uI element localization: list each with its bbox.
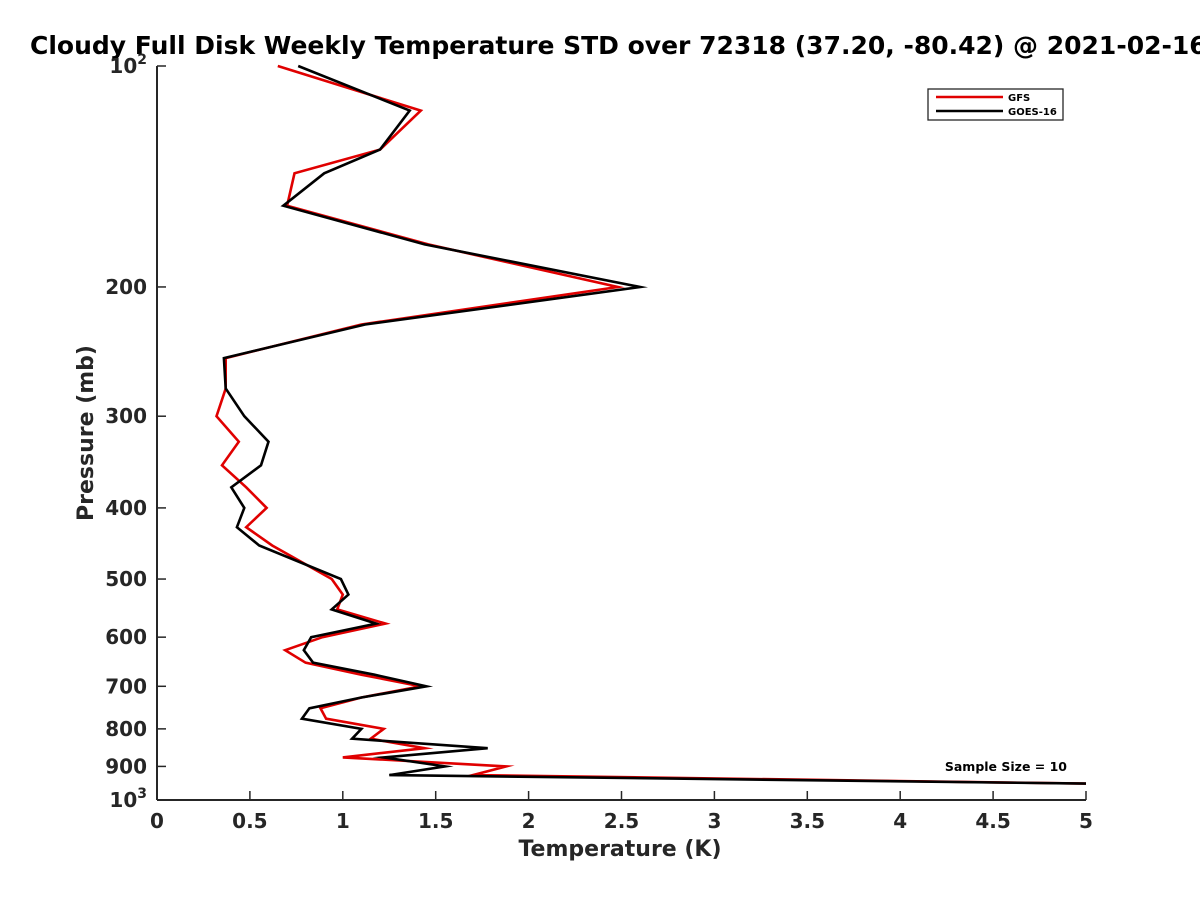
x-axis-label: Temperature (K) bbox=[518, 837, 721, 862]
y-axis-ticks: 102 200 300 400 500 600 700 800 900 103 bbox=[105, 52, 166, 812]
y-tick-label: 103 bbox=[109, 786, 147, 812]
x-tick-label: 3.5 bbox=[790, 809, 825, 833]
plot-area: 0 0.5 1 1.5 2 2.5 3 3.5 4 4.5 5 102 200 300 400 500 600… bbox=[105, 52, 1093, 833]
sample-size-annotation: Sample Size = 10 bbox=[945, 759, 1067, 774]
y-tick-label: 600 bbox=[105, 625, 147, 649]
series-line-goes16 bbox=[222, 64, 1087, 785]
x-tick-label: 0.5 bbox=[232, 809, 267, 833]
legend: GFS GOES-16 bbox=[927, 88, 1064, 121]
y-tick-label: 800 bbox=[105, 717, 147, 741]
chart-title: Cloudy Full Disk Weekly Temperature STD … bbox=[30, 31, 1200, 60]
x-tick-label: 1.5 bbox=[418, 809, 453, 833]
y-tick-label: 500 bbox=[105, 567, 147, 591]
y-tick-label: 200 bbox=[105, 275, 147, 299]
x-tick-label: 1 bbox=[336, 809, 350, 833]
legend-label-gfs: GFS bbox=[1008, 93, 1030, 104]
y-tick-label: 300 bbox=[105, 404, 147, 428]
y-tick-label: 400 bbox=[105, 496, 147, 520]
series-layer bbox=[215, 64, 1087, 785]
plot-background bbox=[157, 66, 1086, 800]
legend-box bbox=[927, 88, 1064, 121]
x-tick-label: 5 bbox=[1079, 809, 1093, 833]
y-axis-label: Pressure (mb) bbox=[74, 345, 99, 521]
y-tick-label: 900 bbox=[105, 754, 147, 778]
x-axis-ticks: 0 0.5 1 1.5 2 2.5 3 3.5 4 4.5 5 bbox=[150, 791, 1093, 833]
legend-label-goes16: GOES-16 bbox=[1008, 107, 1057, 118]
x-tick-label: 0 bbox=[150, 809, 164, 833]
x-tick-label: 3 bbox=[707, 809, 721, 833]
series-line-gfs bbox=[215, 64, 1087, 785]
x-tick-label: 4.5 bbox=[975, 809, 1010, 833]
y-tick-label: 102 bbox=[109, 52, 147, 78]
y-tick-label: 700 bbox=[105, 674, 147, 698]
x-tick-label: 4 bbox=[893, 809, 907, 833]
x-tick-label: 2 bbox=[522, 809, 536, 833]
x-tick-label: 2.5 bbox=[604, 809, 639, 833]
